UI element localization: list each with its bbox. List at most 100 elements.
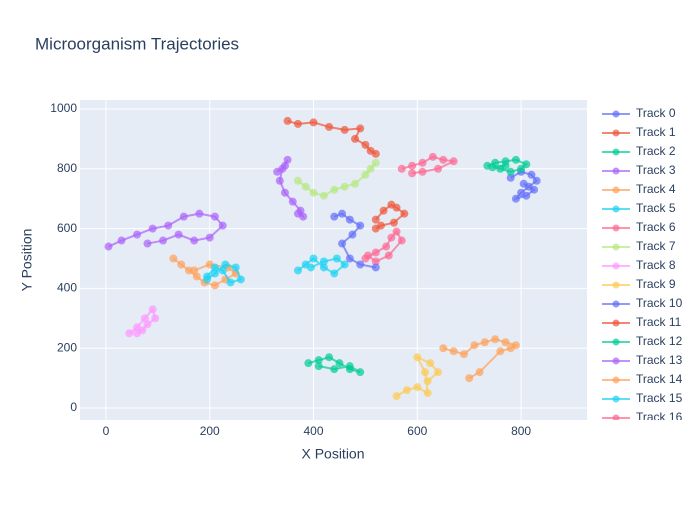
trajectory-point [192,272,201,281]
trajectory-point [169,254,178,263]
trajectory-point [366,164,375,173]
trajectory-point [330,185,339,194]
legend-marker [612,205,620,213]
trajectory-line [510,170,539,201]
legend-label[interactable]: Track 16 [636,410,683,424]
trajectory-point [159,236,168,245]
trajectory-point [413,383,422,392]
trajectory-point [293,266,302,275]
trajectory-point [400,209,409,218]
legend-marker [612,376,620,384]
legend-marker [612,281,620,289]
trajectory-point [351,134,360,143]
trajectory-point [491,335,500,344]
legend-marker [612,186,620,194]
trajectory-point [143,320,152,329]
trajectory-point [379,206,388,215]
trajectory-point [314,362,323,371]
trajectory-point [340,125,349,134]
legend-label[interactable]: Track 3 [636,163,676,177]
trajectory-point [340,260,349,269]
trajectory-point [117,236,126,245]
trajectory-point [330,212,339,221]
legend: Track 0 Track 1 Track 2 Track 3 Track 4 Track… [602,106,683,424]
legend-label[interactable]: Track 11 [636,315,682,329]
legend-label[interactable]: Track 13 [636,353,683,367]
trajectory-point [104,242,113,251]
legend-marker [612,243,620,251]
trajectory-point [392,203,401,212]
legend-label[interactable]: Track 6 [636,220,676,234]
legend-label[interactable]: Track 15 [636,391,683,405]
trajectory-point [488,163,497,172]
trajectory-point [397,164,406,173]
trajectory-point [210,212,219,221]
trajectory-point [470,341,479,350]
trajectory-point [511,155,520,164]
y-tick-label: 0 [70,400,77,414]
trajectory-point [527,170,536,179]
trajectory-point [356,368,365,377]
legend-label[interactable]: Track 9 [636,277,676,291]
legend-label[interactable]: Track 1 [636,125,676,139]
x-tick-label: 400 [304,424,324,438]
legend-label[interactable]: Track 10 [636,296,683,310]
trajectory-point [148,224,157,233]
trajectory-point [319,257,328,266]
trajectory-point [283,155,292,164]
trajectory-point [480,338,489,347]
legend-label[interactable]: Track 7 [636,239,676,253]
trajectory-point [205,233,214,242]
legend-label[interactable]: Track 5 [636,201,676,215]
trajectory-point [387,233,396,242]
trajectory-point [530,185,539,194]
trajectory-point [330,365,339,374]
legend-marker [612,129,620,137]
legend-label[interactable]: Track 0 [636,106,676,120]
trajectory-point [221,260,230,269]
x-tick-label: 600 [407,424,427,438]
trajectory-point [449,157,458,166]
trajectory-point [408,161,417,170]
trajectory-point [190,236,199,245]
trajectory-point [356,260,365,269]
legend-label[interactable]: Track 14 [636,372,683,386]
trajectory-point [423,389,432,398]
trajectory-point [319,263,328,272]
legend-label[interactable]: Track 4 [636,182,676,196]
trajectory-point [125,329,134,338]
trajectory-point [506,344,515,353]
trajectory-point [143,239,152,248]
legend-marker [612,262,620,270]
trajectory-point [151,314,160,323]
trajectory-point [408,169,417,178]
trajectory-point [364,251,373,260]
y-axis-title: Y Position [19,229,35,292]
trajectory-point [309,254,318,263]
trajectory-point [231,263,240,272]
trajectory-point [402,386,411,395]
trajectory-point [356,124,365,133]
trajectory-point [345,254,354,263]
legend-label[interactable]: Track 12 [636,334,683,348]
trajectory-point [210,281,219,290]
trajectory-point [306,263,315,272]
trajectory-point [434,368,443,377]
trajectory-point [371,158,380,167]
legend-label[interactable]: Track 8 [636,258,676,272]
trajectory-point [392,227,401,236]
trajectory-point [371,224,380,233]
trajectory-point [283,116,292,125]
trajectory-point [351,179,360,188]
x-axis-title: X Position [301,446,364,462]
trajectory-point [288,197,297,206]
trajectory-point [309,188,318,197]
trajectory-point [384,251,393,260]
trajectory-point [501,338,510,347]
trajectory-point [275,176,284,185]
trajectory-point [382,242,391,251]
legend-label[interactable]: Track 2 [636,144,676,158]
trajectory-point [501,161,510,170]
legend-marker [612,395,620,403]
